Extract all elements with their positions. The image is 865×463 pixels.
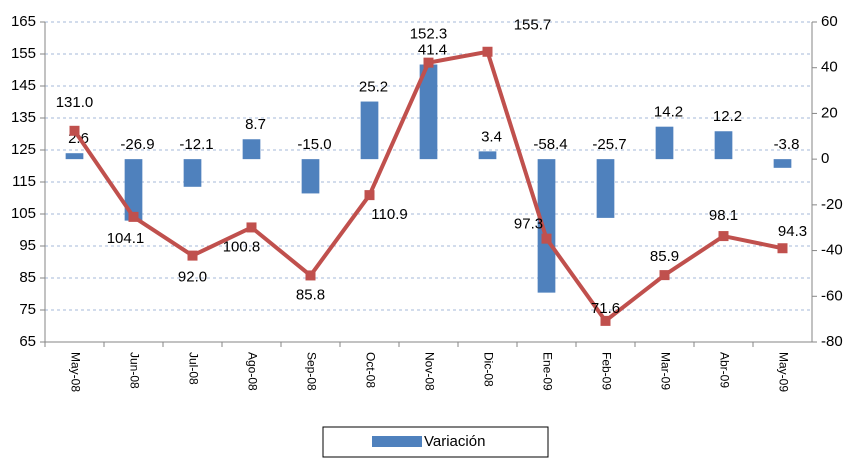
bar	[714, 131, 733, 160]
y-tick-label: 105	[11, 205, 36, 222]
line-marker	[128, 211, 139, 222]
line-marker	[423, 57, 434, 68]
x-tick-label: Nov-08	[422, 352, 436, 391]
line-marker	[718, 231, 729, 242]
y-tick-label: 95	[19, 237, 36, 254]
bar-value-label: 12.2	[713, 108, 742, 125]
y2-tick-label: -80	[821, 333, 843, 350]
y-tick-label: 155	[11, 45, 36, 62]
y-tick-label: 125	[11, 141, 36, 158]
x-tick-label: Sep-08	[304, 352, 318, 391]
bar	[124, 159, 143, 221]
bar-value-label: 8.7	[245, 116, 266, 133]
bar	[242, 139, 261, 160]
y2-tick-label: -20	[821, 196, 843, 213]
bar-value-label: 25.2	[359, 79, 388, 96]
bar-value-label: -3.8	[774, 136, 800, 153]
x-tick-label: Oct-08	[363, 352, 377, 388]
y-tick-label: 85	[19, 269, 36, 286]
y-tick-label: 145	[11, 77, 36, 94]
bar	[360, 101, 379, 160]
bar-value-label: -25.7	[592, 136, 626, 153]
y-tick-label: 75	[19, 301, 36, 318]
line-value-label: 71.6	[591, 300, 620, 317]
line-value-label: 85.8	[296, 286, 325, 303]
line-value-label: 92.0	[178, 269, 207, 286]
bar	[773, 159, 792, 168]
line-value-label: 131.0	[56, 94, 94, 111]
y2-tick-label: 0	[821, 150, 829, 167]
line-marker	[482, 46, 493, 57]
line-value-label: 85.9	[650, 248, 679, 265]
x-tick-label: Mar-09	[658, 352, 672, 390]
y2-tick-label: 60	[821, 13, 838, 30]
x-tick-label: Jun-08	[127, 352, 141, 389]
line-value-label: 94.3	[778, 223, 807, 240]
x-tick-label: Ago-08	[245, 352, 259, 391]
line-marker	[659, 270, 670, 281]
y-tick-label: 165	[11, 13, 36, 30]
y-tick-label: 115	[12, 173, 36, 190]
y2-tick-label: -40	[821, 242, 843, 259]
y-tick-label: 65	[19, 333, 36, 350]
bar-value-label: -26.9	[120, 136, 154, 153]
line-marker	[305, 270, 316, 281]
bar	[478, 151, 497, 160]
line-value-label: 155.7	[514, 17, 552, 34]
bar	[596, 159, 615, 218]
line-marker	[187, 250, 198, 261]
legend-label: Variación	[424, 433, 485, 450]
y2-tick-label: -60	[821, 287, 843, 304]
legend-swatch	[372, 436, 422, 447]
bar-value-label: 41.4	[418, 41, 447, 58]
line-value-label: 100.8	[223, 238, 261, 255]
line-marker	[600, 315, 611, 326]
x-tick-label: Ene-09	[540, 352, 554, 391]
x-tick-label: Feb-09	[599, 352, 613, 390]
bar	[183, 159, 202, 187]
line-value-label: 104.1	[107, 230, 145, 247]
line-value-label: 98.1	[709, 207, 738, 224]
y-tick-label: 135	[11, 109, 36, 126]
x-tick-label: Abr-09	[717, 352, 731, 388]
bar	[537, 159, 556, 293]
x-tick-label: May-08	[68, 352, 82, 392]
bar-value-label: -15.0	[297, 136, 331, 153]
x-tick-label: Jul-08	[186, 352, 200, 385]
line-marker	[69, 125, 80, 136]
line-marker	[246, 222, 257, 233]
line-value-label: 152.3	[410, 26, 448, 43]
line-value-label: 97.3	[514, 216, 543, 233]
x-tick-label: May-09	[776, 352, 790, 392]
bar-value-label: -12.1	[179, 136, 213, 153]
line-marker	[364, 190, 375, 201]
x-tick-label: Dic-08	[481, 352, 495, 387]
legend-box	[322, 426, 549, 458]
y2-tick-label: 20	[821, 104, 838, 121]
line-marker	[777, 243, 788, 254]
bar-value-label: 14.2	[654, 104, 683, 121]
line-marker	[541, 233, 552, 244]
bar-value-label: -58.4	[533, 136, 567, 153]
bar	[65, 153, 84, 160]
line-value-label: 110.9	[371, 206, 407, 223]
bar	[419, 64, 438, 160]
y2-tick-label: 40	[821, 59, 838, 76]
bar	[301, 159, 320, 194]
bar-value-label: 3.4	[481, 128, 502, 145]
bar	[655, 126, 674, 160]
